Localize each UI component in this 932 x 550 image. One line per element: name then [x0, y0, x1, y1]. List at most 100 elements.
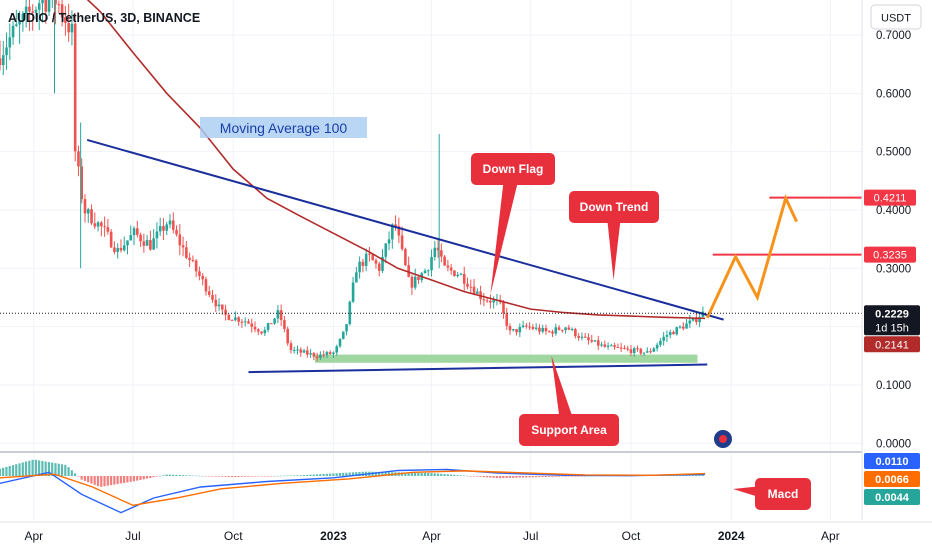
macd-histogram-bar — [34, 459, 37, 476]
macd-histogram-bar — [538, 476, 541, 478]
candle-body — [279, 310, 283, 321]
macd-histogram-bar — [279, 475, 283, 477]
macd-histogram-bar — [224, 476, 227, 477]
support-line — [248, 363, 708, 374]
projection-path — [705, 194, 798, 319]
candle-body — [430, 256, 433, 271]
x-tick-label: Apr — [821, 529, 840, 543]
macd-histogram-bar — [211, 476, 214, 477]
macd-histogram-bar — [119, 476, 122, 484]
macd-histogram-bar — [567, 476, 570, 477]
candle-body — [188, 257, 191, 260]
target-price-label: 0.4211 — [874, 193, 907, 205]
x-tick-label: Apr — [422, 529, 441, 543]
candle-body — [211, 294, 214, 300]
macd-histogram-bar — [234, 476, 237, 478]
down-trend-callout-text: Down Trend — [580, 200, 649, 214]
candle-body — [410, 276, 414, 288]
currency-button[interactable]: USDT — [870, 4, 922, 30]
macd-histogram-bar — [315, 474, 319, 476]
candle-body — [21, 13, 25, 21]
candle-body — [286, 328, 289, 344]
down-flag-callout-pointer — [490, 169, 521, 295]
candle-body — [250, 323, 254, 327]
candle-body — [440, 250, 443, 257]
candle-body — [351, 282, 355, 302]
candle-body — [171, 220, 175, 230]
candle-body — [0, 58, 2, 66]
candle-body — [136, 228, 139, 235]
candle-body — [606, 345, 610, 347]
down-trend-callout-box — [569, 191, 659, 223]
candle-body — [564, 327, 567, 331]
macd-histogram-bar — [185, 475, 188, 476]
candle-body — [531, 326, 535, 329]
macd-histogram-bar — [158, 475, 162, 477]
support-area-callout-box — [519, 414, 619, 446]
ma-price-label: 0.2141 — [875, 339, 909, 351]
candle-body — [341, 331, 345, 339]
candle-body — [178, 234, 182, 246]
candle-body — [155, 231, 159, 239]
region-flag-dot — [719, 435, 727, 443]
candle-body — [613, 345, 616, 347]
macd-histogram-bar — [103, 476, 106, 487]
macd-histogram-bar — [247, 476, 250, 477]
candle-body — [453, 270, 456, 277]
macd-histogram-bar — [325, 473, 328, 476]
callouts: Down Flag Down Trend Support Area — [471, 153, 659, 446]
macd-histogram-bar — [459, 475, 462, 476]
macd-histogram-bar — [332, 473, 335, 476]
macd-histogram-bar — [531, 476, 534, 478]
candle-body — [165, 224, 169, 231]
candle-body — [126, 240, 129, 246]
macd-histogram-bar — [440, 473, 443, 476]
macd-histogram-bar — [374, 471, 377, 476]
macd-histogram-bar — [355, 472, 358, 476]
candle-body — [247, 321, 250, 324]
candle-body — [538, 327, 541, 332]
y-tick-label: 0.5000 — [876, 147, 911, 159]
macd-histogram-bar — [551, 476, 554, 477]
candle-body — [629, 349, 633, 354]
macd-histogram-bar — [217, 476, 221, 477]
candle-body — [698, 317, 701, 323]
candle-body — [289, 343, 293, 351]
macd-histogram-bar — [691, 474, 695, 476]
candle-body — [185, 247, 188, 258]
macd-histogram-bar — [561, 476, 564, 477]
candle-body — [11, 25, 15, 38]
candle-body — [335, 346, 339, 353]
macd-histogram-bar — [518, 476, 521, 478]
candle-body — [639, 348, 643, 354]
candle-body — [469, 286, 473, 288]
macd-histogram-bar — [335, 473, 338, 476]
macd-histogram-bar — [449, 474, 453, 476]
macd-histogram-bar — [427, 472, 430, 476]
macd-line — [0, 468, 706, 514]
candle-body — [577, 336, 580, 338]
macd-histogram-bar — [116, 476, 119, 485]
macd-histogram-bar — [466, 475, 469, 477]
candle-body — [652, 348, 656, 352]
candle-body — [60, 4, 64, 18]
macd-histogram-bar — [21, 462, 24, 476]
macd-histogram-bar — [685, 475, 688, 476]
drawings — [0, 139, 862, 374]
x-tick-label: Apr — [24, 529, 43, 543]
candle-body — [476, 291, 479, 294]
macd-histogram-bar — [44, 461, 47, 476]
candle-body — [67, 22, 70, 33]
candle-body — [93, 223, 97, 227]
candle-body — [580, 336, 584, 338]
macd-histogram-bar — [198, 475, 201, 477]
candle-body — [106, 227, 110, 232]
candle-body — [466, 283, 469, 287]
candle-body — [332, 352, 335, 354]
macd-histogram-bar — [688, 475, 691, 476]
candle-body — [665, 335, 669, 337]
candle-body — [472, 286, 476, 294]
macd-histogram-bar — [338, 473, 342, 476]
candle-body — [54, 0, 57, 5]
